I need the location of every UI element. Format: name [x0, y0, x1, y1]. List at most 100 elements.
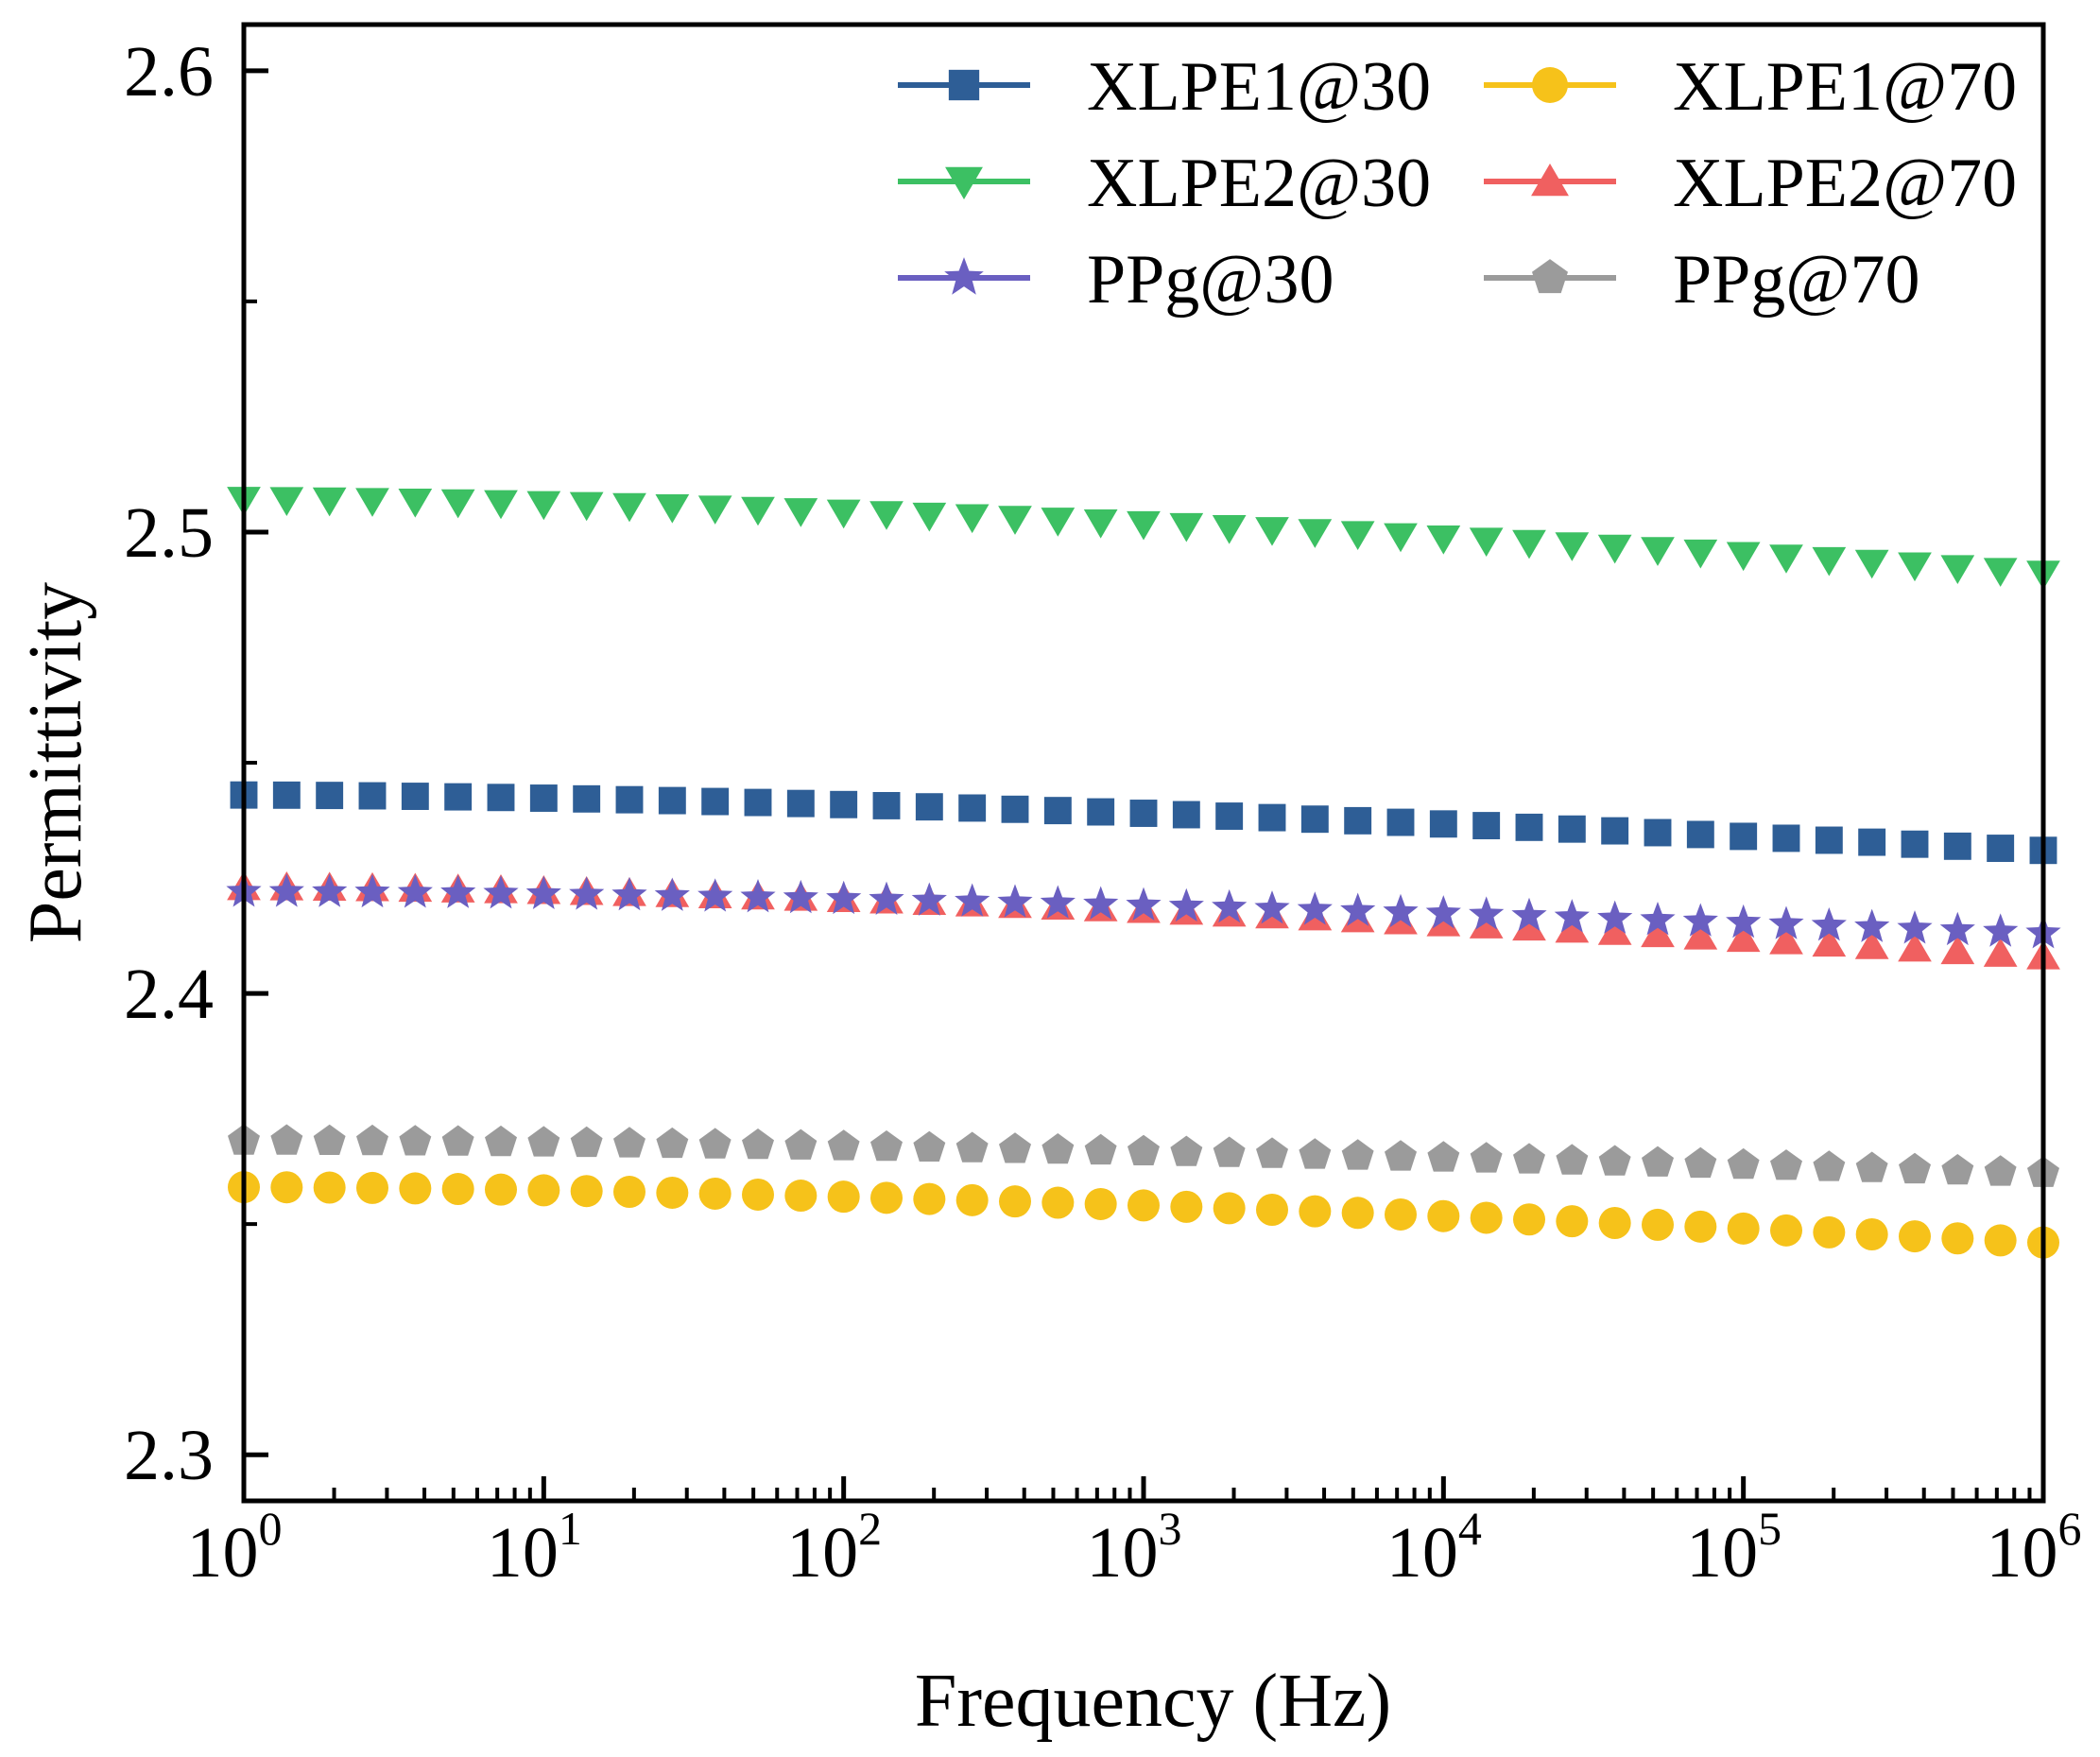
data-point	[698, 1128, 732, 1159]
data-point	[529, 784, 558, 812]
data-point	[1684, 1146, 1717, 1179]
data-point	[1726, 904, 1762, 939]
data-point	[1426, 525, 1461, 555]
x-tick-label: 104	[1386, 1502, 1482, 1593]
data-point	[268, 873, 304, 907]
data-point	[1001, 795, 1029, 823]
data-point	[697, 878, 733, 912]
data-point	[356, 1171, 388, 1204]
data-point	[1812, 546, 1847, 577]
data-point	[1815, 826, 1843, 854]
data-point	[1040, 885, 1076, 919]
y-axis: 2.3 2.4 2.5 2.6	[124, 32, 268, 1495]
data-point	[1170, 1135, 1203, 1166]
data-point	[1340, 521, 1375, 551]
data-point	[356, 1124, 388, 1156]
data-point	[270, 1124, 303, 1155]
data-point	[1641, 537, 1675, 566]
data-point	[1598, 1145, 1631, 1176]
data-point	[1727, 1147, 1760, 1180]
data-point	[1084, 1133, 1117, 1165]
data-point	[1383, 893, 1419, 928]
data-point	[487, 784, 515, 812]
data-point	[1213, 1192, 1246, 1225]
legend-marker	[1532, 67, 1568, 103]
data-point	[570, 1175, 603, 1208]
data-point	[1469, 527, 1504, 557]
data-point	[1427, 1199, 1460, 1232]
data-point	[955, 883, 990, 917]
data-point	[1129, 800, 1158, 827]
data-point	[613, 1176, 645, 1209]
data-point	[827, 1180, 860, 1214]
data-point	[355, 488, 389, 517]
data-point	[1940, 555, 1975, 585]
data-point	[525, 875, 561, 909]
data-point	[915, 793, 943, 821]
data-point	[401, 783, 429, 810]
legend-label: PPg@70	[1673, 241, 1919, 319]
data-point	[1256, 1194, 1288, 1226]
data-point	[1683, 539, 1718, 569]
data-point	[1470, 1201, 1503, 1234]
data-point	[1341, 1197, 1374, 1230]
data-point	[1297, 891, 1333, 925]
data-point	[1769, 925, 1803, 955]
data-point	[1127, 510, 1161, 541]
data-point	[1642, 1208, 1674, 1241]
data-point	[485, 1125, 517, 1157]
data-point	[913, 1182, 946, 1215]
data-point	[1256, 1137, 1288, 1168]
data-point	[1601, 817, 1629, 845]
data-point	[1469, 909, 1504, 939]
data-point	[1984, 1224, 2017, 1257]
data-point	[1554, 899, 1590, 933]
data-point	[1858, 828, 1886, 856]
data-point	[1640, 902, 1676, 936]
y-axis-title: Permittivity	[14, 582, 97, 943]
data-point	[1940, 935, 1975, 965]
data-point	[1427, 1141, 1460, 1172]
data-point	[1043, 797, 1072, 825]
data-point	[1813, 1150, 1846, 1181]
data-point	[611, 876, 647, 911]
data-point	[1515, 813, 1543, 841]
data-point	[1300, 805, 1329, 834]
data-point	[1212, 514, 1247, 544]
legend-label: XLPE2@70	[1673, 145, 2017, 222]
data-point	[1726, 542, 1761, 572]
x-axis-title: Frequency (Hz)	[915, 1660, 1391, 1743]
data-point	[1726, 922, 1761, 953]
data-point	[913, 1130, 946, 1162]
data-point	[1813, 1215, 1846, 1249]
data-point	[1083, 508, 1118, 539]
data-point	[658, 786, 686, 815]
data-point	[955, 1131, 989, 1163]
x-tick-label: 105	[1686, 1502, 1782, 1593]
data-point	[999, 1185, 1031, 1218]
data-point	[440, 874, 476, 908]
data-point	[440, 489, 475, 519]
data-point	[612, 492, 646, 523]
legend-marker	[944, 257, 984, 295]
data-point	[527, 1174, 560, 1207]
data-point	[742, 1178, 774, 1211]
data-point	[1812, 927, 1847, 957]
data-point	[1170, 1190, 1203, 1223]
data-point	[1939, 911, 1975, 946]
data-point	[1686, 820, 1714, 849]
data-point	[441, 1173, 474, 1206]
data-point	[1299, 1138, 1332, 1169]
data-point	[1983, 938, 2018, 967]
data-point	[870, 1130, 903, 1162]
data-point	[1429, 810, 1457, 838]
data-point	[701, 787, 730, 816]
legend-item: PPg@30	[898, 241, 1334, 319]
data-point	[1213, 1136, 1246, 1167]
data-point	[997, 884, 1033, 918]
data-point	[1172, 801, 1200, 829]
data-point	[1598, 1206, 1631, 1239]
data-point	[1511, 897, 1547, 932]
data-point	[698, 1177, 732, 1210]
